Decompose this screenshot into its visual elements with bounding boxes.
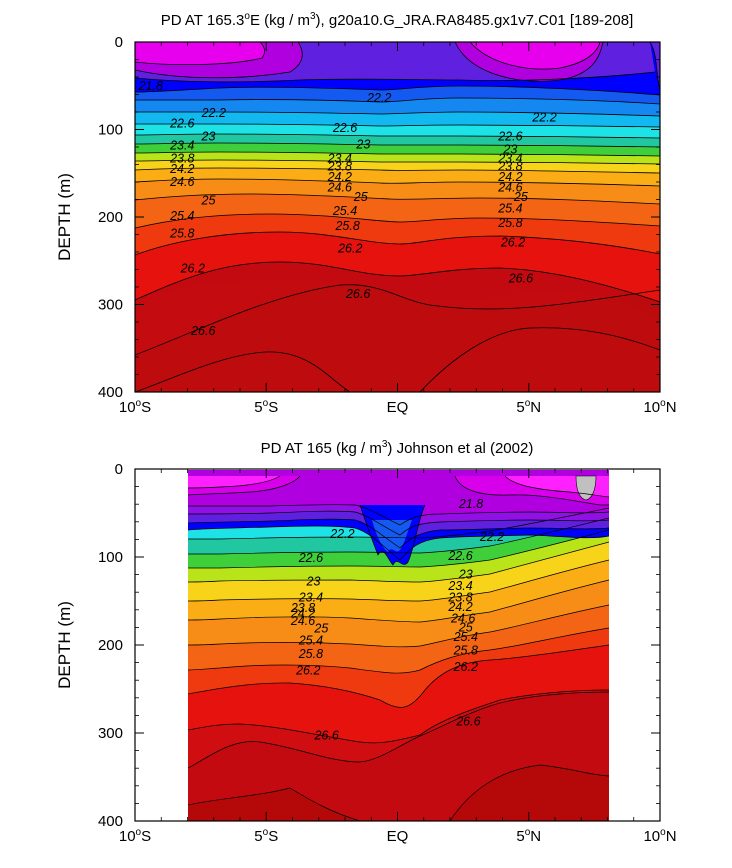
- top-y-tick-label: 200: [98, 209, 123, 226]
- top-contour-label: 25: [353, 190, 368, 204]
- top-axis-ticks: 10oS 5oS EQ 5oN 10oN 0 100 200 300 400: [98, 34, 677, 416]
- bottom-x-tick-label: 10oS: [119, 827, 151, 845]
- top-contour-label: 22.2: [531, 110, 556, 124]
- top-y-tick-label: 400: [98, 384, 123, 401]
- top-contour-label: 25.4: [169, 209, 194, 223]
- top-contour-label: 22.2: [201, 106, 226, 120]
- bottom-contour-labels: 21.822.2 22.222.6 22.6232323.423.423.823.8…: [290, 497, 504, 742]
- top-contour-label: 24.2: [497, 170, 522, 184]
- top-contour-label: 22.6: [497, 130, 522, 144]
- top-contour-label: 25.8: [497, 216, 522, 230]
- top-contour-label: 23.8: [327, 159, 352, 173]
- bottom-contour-label: 23.4: [447, 579, 472, 593]
- top-contour-label: 26.6: [508, 271, 533, 285]
- bottom-x-tick-label: 10oN: [643, 827, 676, 845]
- bottom-y-tick-label: 300: [98, 725, 123, 742]
- bottom-contour-label: 25.8: [298, 647, 323, 661]
- bottom-contour-label: 22.6: [447, 549, 472, 563]
- bottom-contour-label: 23.8: [290, 601, 315, 615]
- bottom-y-tick-label: 400: [98, 813, 123, 830]
- top-x-tick-label: 5oN: [516, 398, 541, 416]
- top-contour-label: 25.8: [169, 227, 194, 241]
- top-x-tick-label: 5oS: [254, 398, 278, 416]
- bottom-contour-label: 24.2: [447, 600, 472, 614]
- bottom-contour-label: 26.2: [295, 664, 320, 678]
- bottom-y-tick-label: 0: [115, 461, 123, 478]
- bottom-y-tick-label: 200: [98, 637, 123, 654]
- top-y-tick-label: 100: [98, 122, 123, 139]
- bottom-chart-title: PD AT 165 (kg / m3) Johnson et al (2002): [261, 439, 534, 457]
- top-contour-label: 23: [502, 143, 517, 157]
- top-contour-label: 23.4: [497, 151, 522, 165]
- bottom-contour-label: 26.6: [313, 729, 338, 743]
- bottom-contour-label: 26.6: [455, 715, 480, 729]
- top-contour-label: 26.6: [345, 287, 370, 301]
- top-chart-title: PD AT 165.3oE (kg / m3), g20a10.G_JRA.RA…: [161, 11, 634, 29]
- bottom-contour-label: 25: [313, 621, 328, 635]
- top-contour-label: 22.2: [366, 91, 391, 105]
- bottom-contour-label: 25.8: [453, 643, 478, 657]
- bottom-contour-label: 25.4: [298, 634, 323, 648]
- top-contour-label: 21.8: [138, 79, 163, 93]
- bottom-contour-label: 23: [306, 575, 321, 589]
- bottom-x-tick-label: EQ: [387, 828, 409, 845]
- top-x-tick-label: EQ: [387, 399, 409, 416]
- top-contour-label: 23: [355, 137, 370, 151]
- bottom-contour-label: 22.2: [479, 530, 504, 544]
- top-contour-label: 22.6: [332, 121, 357, 135]
- top-contour-label: 26.2: [337, 242, 362, 256]
- bottom-contour-label: 22.6: [298, 551, 323, 565]
- bottom-contour-label: 25.4: [453, 630, 478, 644]
- bottom-contour-label: 25: [458, 620, 473, 634]
- top-x-tick-label: 10oS: [119, 398, 151, 416]
- bottom-contour-label: 26.2: [453, 660, 478, 674]
- top-contour-label: 25.4: [332, 204, 357, 218]
- bottom-contour-label: 24.6: [290, 614, 315, 628]
- bottom-contour-label: 23.4: [298, 590, 323, 604]
- top-contour-label: 23.8: [169, 151, 194, 165]
- bottom-axis-ticks: 10oS 5oS EQ 5oN 10oN 0 100 200 300 400: [98, 461, 677, 845]
- top-contour-label: 26.2: [500, 235, 525, 249]
- bottom-chart-panel: PD AT 165 (kg / m3) Johnson et al (2002): [55, 439, 677, 845]
- top-contour-label: 26.2: [180, 262, 205, 276]
- top-contour-label: 23.4: [169, 138, 194, 152]
- bottom-contour-label: 23.8: [447, 590, 472, 604]
- top-contour-labels: 21.822.222.62323.423.824.224.62525.425.8…: [138, 79, 557, 338]
- top-y-tick-label: 0: [115, 34, 123, 51]
- bottom-x-tick-label: 5oN: [516, 827, 541, 845]
- bottom-contour-label: 23: [458, 568, 473, 582]
- top-contour-label: 23: [201, 130, 216, 144]
- bottom-contour-lines: [187, 475, 610, 821]
- top-contour-label: 25: [513, 190, 528, 204]
- bottom-contour-fill: 21.822.2 22.222.6 22.6232323.423.423.823.8…: [187, 470, 610, 821]
- top-contour-fill: 21.822.222.62323.423.824.224.62525.425.8…: [135, 42, 660, 392]
- top-contour-label: 24.2: [169, 162, 194, 176]
- top-contour-label: 24.6: [169, 175, 194, 189]
- top-y-axis-label: DEPTH (m): [55, 173, 74, 261]
- top-contour-label: 25: [201, 193, 216, 207]
- top-contour-label: 24.6: [327, 180, 352, 194]
- top-contour-label: 25.8: [334, 219, 359, 233]
- top-contour-label: 26.6: [190, 324, 215, 338]
- bottom-contour-label: 24.2: [290, 606, 315, 620]
- top-chart-panel: PD AT 165.3oE (kg / m3), g20a10.G_JRA.RA…: [55, 11, 677, 416]
- top-contour-lines: [135, 42, 660, 392]
- top-contour-label: 23.4: [327, 151, 352, 165]
- bottom-y-tick-label: 100: [98, 549, 123, 566]
- bottom-contour-label: 24.6: [450, 612, 475, 626]
- top-contour-label: 22.6: [169, 116, 194, 130]
- bottom-x-tick-label: 5oS: [254, 827, 278, 845]
- top-contour-label: 23.8: [497, 159, 522, 173]
- top-contour-label: 25.4: [497, 201, 522, 215]
- top-x-tick-label: 10oN: [643, 398, 676, 416]
- bottom-contour-label: 22.2: [329, 527, 354, 541]
- top-contour-label: 24.6: [497, 180, 522, 194]
- top-contour-label: 24.2: [327, 170, 352, 184]
- top-y-tick-label: 300: [98, 297, 123, 314]
- bottom-y-axis-label: DEPTH (m): [55, 601, 74, 689]
- bottom-contour-label: 21.8: [458, 497, 483, 511]
